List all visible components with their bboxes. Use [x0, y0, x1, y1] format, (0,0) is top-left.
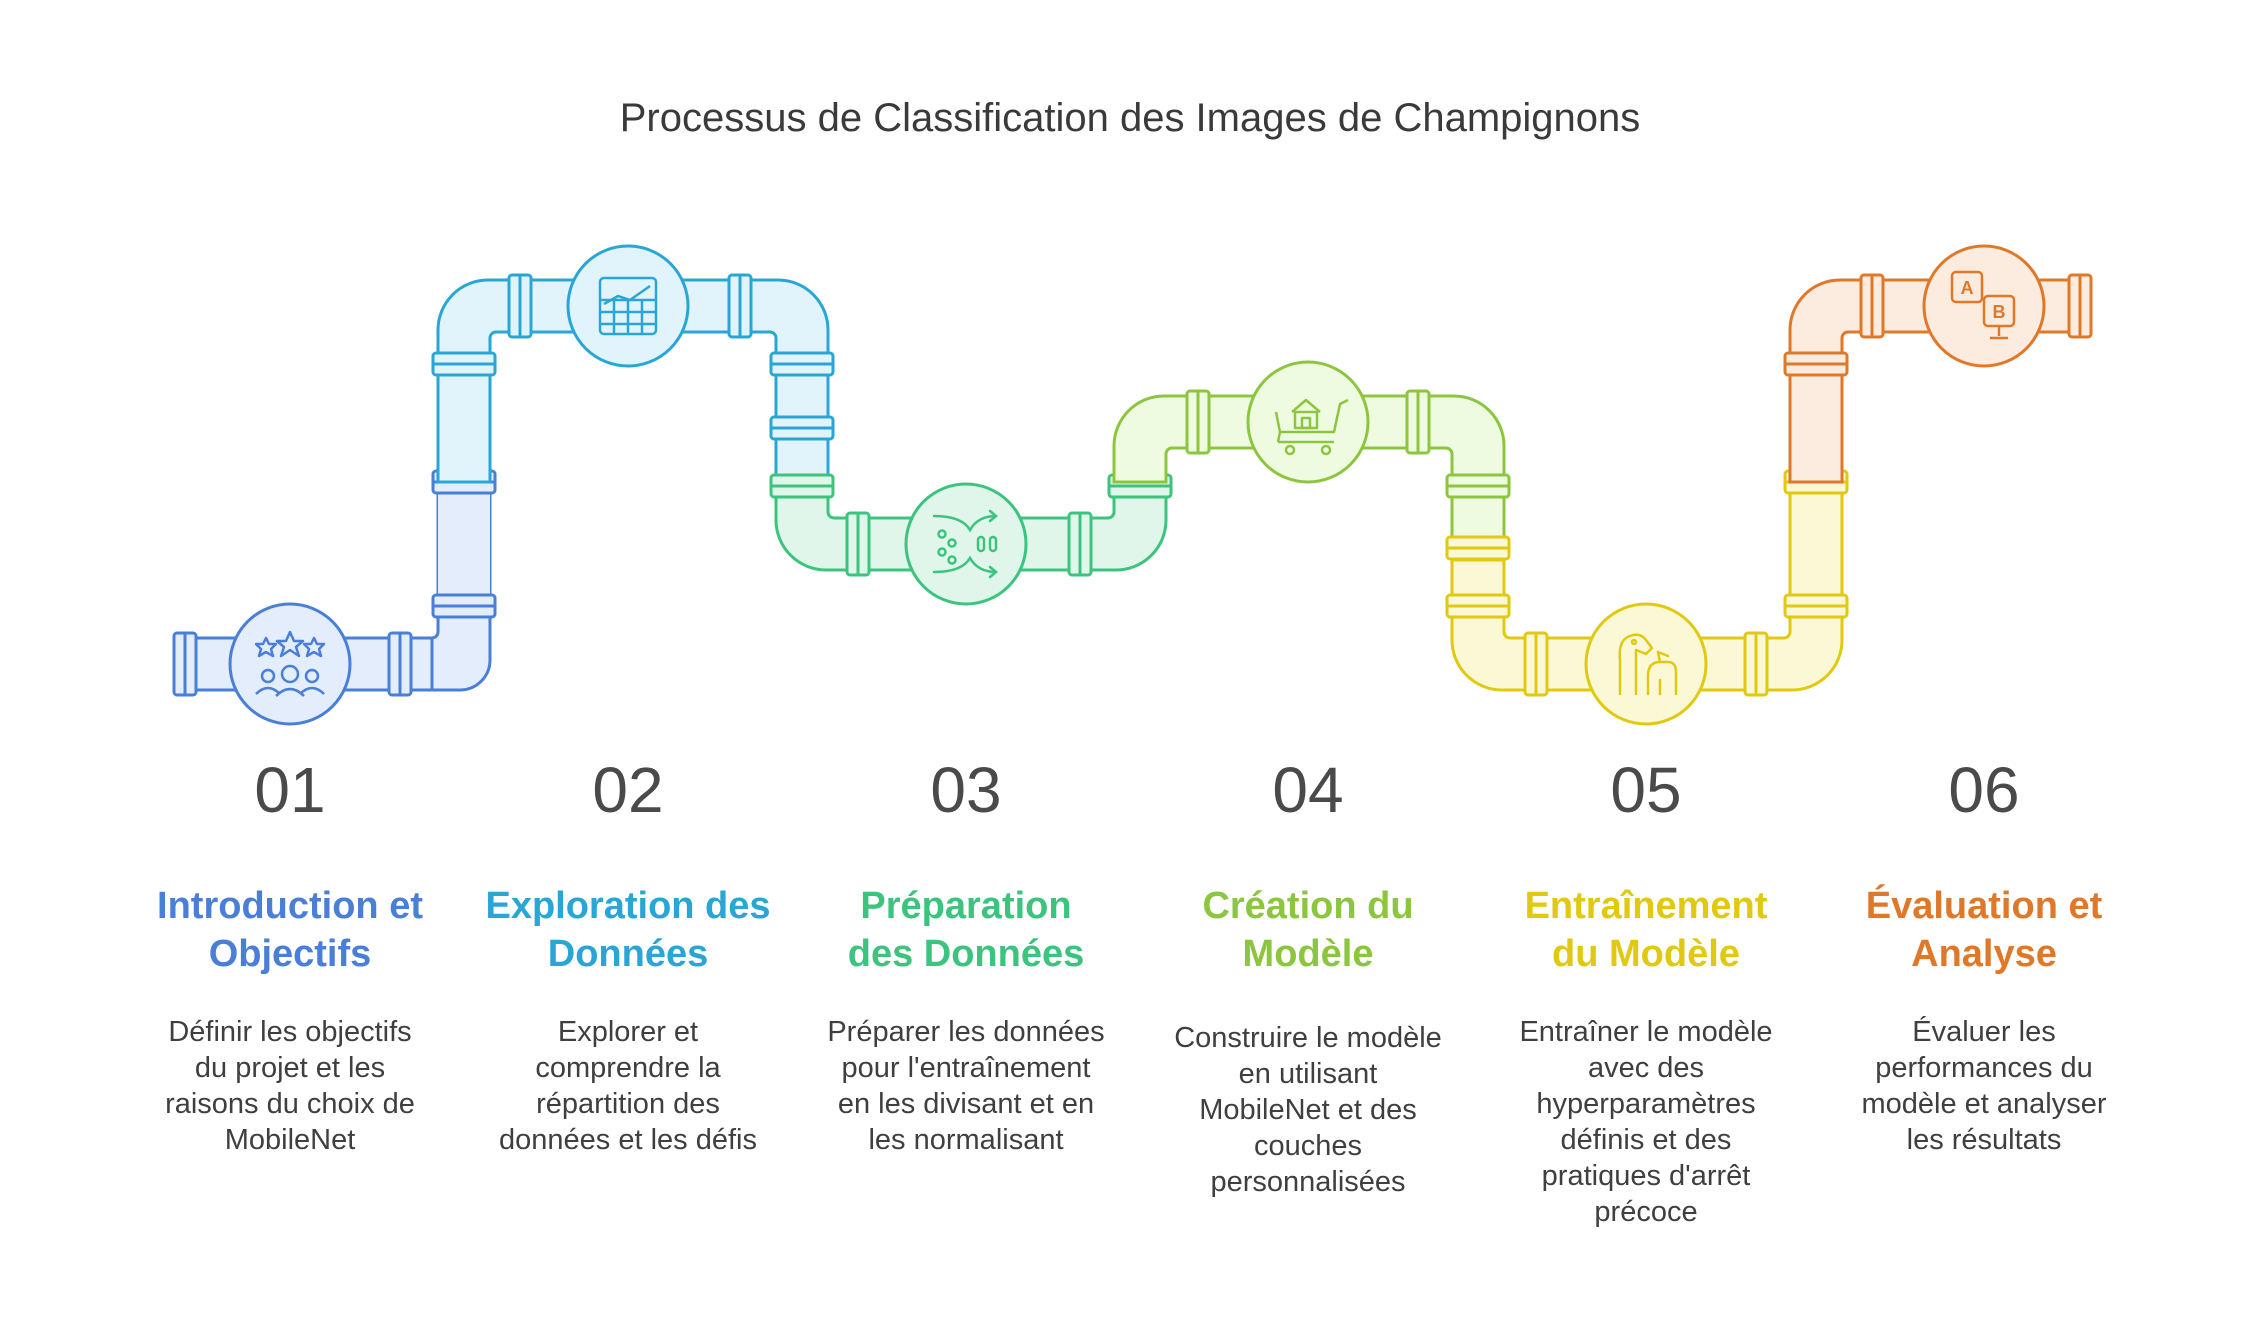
step-heading: Entraînement du Modèle: [1524, 885, 1768, 975]
step-number: 02: [592, 754, 664, 826]
step-description: Préparer les données pour l'entraînement…: [827, 1016, 1105, 1156]
step-description: Entraîner le modèle avec des hyperparamè…: [1519, 1016, 1773, 1228]
pipe-segment-5: [1445, 469, 1849, 697]
step-3: 03 Préparation des Données Préparer les …: [816, 750, 1116, 1158]
stars-users-icon: [254, 630, 326, 697]
step-3-node: [904, 482, 1028, 606]
pipe-segment-4: [1112, 389, 1511, 562]
step-6-node: A B: [1922, 244, 2046, 368]
step-description: Explorer et comprendre la répartition de…: [499, 1016, 757, 1156]
pipe-segment-2: [431, 273, 835, 484]
svg-text:B: B: [1993, 302, 2006, 322]
house-cart-icon: [1274, 398, 1349, 456]
step-5-node: [1584, 602, 1708, 726]
step-heading: Évaluation et Analyse: [1865, 885, 2103, 975]
step-description: Construire le modèle en utilisant Mobile…: [1174, 1022, 1442, 1198]
step-number: 06: [1948, 754, 2020, 826]
ab-test-icon: A B: [1950, 270, 2016, 340]
step-4-node: [1246, 360, 1370, 484]
step-4: 04 Création du Modèle Construire le modè…: [1158, 750, 1458, 1200]
step-1: 01 Introduction et Objectifs Définir les…: [140, 750, 440, 1158]
step-5: 05 Entraînement du Modèle Entraîner le m…: [1496, 750, 1796, 1230]
step-number: 03: [930, 754, 1002, 826]
svg-text:A: A: [1961, 278, 1974, 298]
step-heading: Préparation des Données: [847, 885, 1085, 975]
step-2: 02 Exploration des Données Explorer et c…: [478, 750, 778, 1158]
step-description: Définir les objectifs du projet et les r…: [165, 1016, 415, 1156]
step-number: 04: [1272, 754, 1344, 826]
bar-chart-icon: [598, 276, 658, 336]
step-2-node: [566, 244, 690, 368]
dog-training-icon: [1618, 633, 1678, 696]
step-number: 01: [254, 754, 326, 826]
step-heading: Création du Modèle: [1202, 885, 1414, 975]
step-heading: Introduction et Objectifs: [157, 885, 423, 975]
step-heading: Exploration des Données: [485, 885, 771, 975]
diagram-title: Processus de Classification des Images d…: [619, 96, 1641, 140]
step-description: Évaluer les performances du modèle et an…: [1861, 1016, 2107, 1156]
step-1-node: [228, 602, 352, 726]
step-number: 05: [1610, 754, 1682, 826]
data-split-icon: [932, 509, 998, 579]
step-6: 06 Évaluation et Analyse Évaluer les per…: [1834, 750, 2134, 1158]
